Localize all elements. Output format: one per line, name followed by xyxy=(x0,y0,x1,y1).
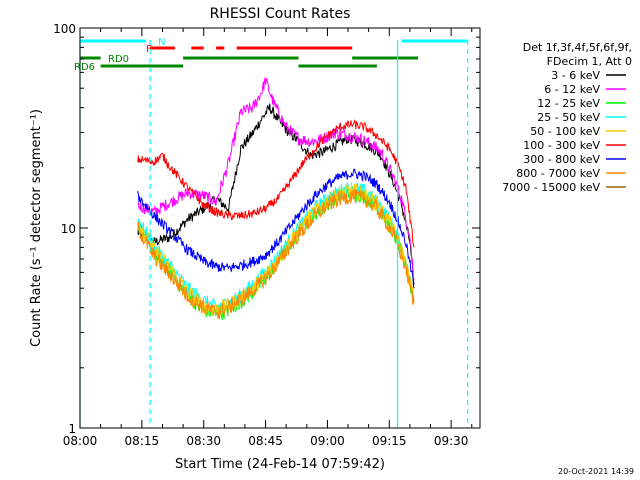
y-tick-label: 100 xyxy=(53,22,76,36)
legend-label-7: 800 - 7000 keV xyxy=(516,167,600,180)
legend-label-6: 300 - 800 keV xyxy=(523,153,600,166)
x-axis-label: Start Time (24-Feb-14 07:59:42) xyxy=(175,457,385,472)
series-line-7 xyxy=(137,188,415,319)
timestamp: 20-Oct-2021 14:39 xyxy=(558,467,634,476)
bar-label-RD0: RD0 xyxy=(108,54,129,65)
legend-label-2: 12 - 25 keV xyxy=(537,97,600,110)
x-tick-label: 08:15 xyxy=(125,434,160,448)
legend-label-4: 50 - 100 keV xyxy=(530,125,600,138)
legend-label-0: 3 - 6 keV xyxy=(551,69,600,82)
bar-label-F: F xyxy=(146,44,152,55)
legend-label-5: 100 - 300 keV xyxy=(523,139,600,152)
series-line-1 xyxy=(137,77,415,281)
legend-header-line-1: Det 1f,3f,4f,5f,6f,9f, xyxy=(523,41,632,54)
y-axis-label: Count Rate (s⁻¹ detector segment⁻¹) xyxy=(29,109,44,347)
series-line-0 xyxy=(137,103,415,289)
chart-title: RHESSI Count Rates xyxy=(210,6,351,22)
x-tick-label: 09:00 xyxy=(310,434,345,448)
y-tick-label: 1 xyxy=(68,422,76,436)
legend-label-8: 7000 - 15000 keV xyxy=(502,181,600,194)
bar-label-RD6: RD6 xyxy=(74,62,95,73)
series-layer xyxy=(137,77,415,321)
x-tick-label: 09:15 xyxy=(372,434,407,448)
x-tick-label: 08:45 xyxy=(248,434,283,448)
attenuator-bars: NF RD0 RD6 xyxy=(74,37,468,73)
x-tick-label: 08:30 xyxy=(186,434,221,448)
legend-label-1: 6 - 12 keV xyxy=(544,83,600,96)
series-line-6 xyxy=(137,168,415,285)
series-line-5 xyxy=(137,119,415,248)
legend-header-line-2: FDecim 1, Att 0 xyxy=(547,55,632,68)
bar-label-N: N xyxy=(158,37,165,48)
y-tick-label: 10 xyxy=(61,222,76,236)
axes: 08:00 08:15 08:30 08:45 09:00 09:15 09:30 1 10 10… xyxy=(53,22,481,448)
legend-label-3: 25 - 50 keV xyxy=(537,111,600,124)
x-tick-label: 08:00 xyxy=(63,434,98,448)
x-tick-label: 09:30 xyxy=(434,434,469,448)
